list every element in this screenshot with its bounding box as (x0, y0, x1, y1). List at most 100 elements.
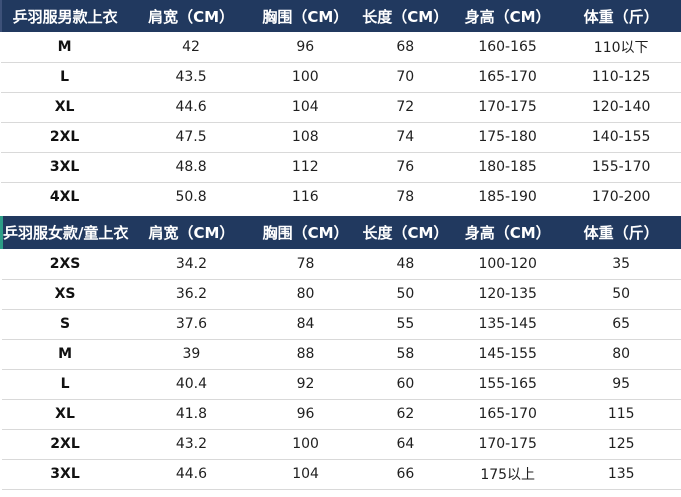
size-label: S (1, 309, 129, 340)
size-label: 2XL (1, 429, 129, 460)
column-header: 胸围（CM） (254, 216, 357, 249)
column-header: 长度（CM） (356, 216, 455, 249)
size-label: L (1, 62, 129, 93)
value-cell: 47.5 (128, 122, 254, 153)
value-cell: 42 (128, 32, 254, 63)
value-cell: 50 (356, 279, 455, 310)
value-cell: 36.2 (128, 279, 255, 310)
table-row: 2XL 43.2 100 64 170-175 125 (1, 429, 681, 460)
table-row: XL 44.6 104 72 170-175 120-140 (1, 92, 681, 123)
header-row: 乒羽服男款上衣 肩宽（CM） 胸围（CM） 长度（CM） 身高（CM） 体重（斤） (0, 0, 681, 32)
size-label: 4XL (1, 182, 129, 212)
value-cell: 43.2 (128, 429, 255, 460)
value-cell: 100 (253, 62, 357, 93)
value-cell: 155-170 (561, 152, 681, 183)
value-cell: 78 (254, 249, 357, 280)
size-label: L (1, 369, 129, 400)
size-label: 2XL (1, 122, 129, 153)
value-cell: 41.8 (128, 399, 255, 430)
value-cell: 70 (356, 62, 454, 93)
value-cell: 39 (128, 339, 255, 370)
value-cell: 116 (253, 182, 357, 212)
value-cell: 135-145 (454, 309, 562, 340)
size-label: XL (1, 92, 129, 123)
table-row: 4XL 50.8 116 78 185-190 170-200 (1, 182, 681, 212)
value-cell: 104 (254, 459, 357, 490)
table-row: 2XL 47.5 108 74 175-180 140-155 (1, 122, 681, 153)
size-label: 2XS (1, 249, 129, 280)
value-cell: 145-155 (454, 339, 562, 370)
size-label: XL (1, 399, 129, 430)
value-cell: 112 (253, 152, 357, 183)
value-cell: 60 (356, 369, 455, 400)
size-label: M (1, 32, 129, 63)
value-cell: 80 (254, 279, 357, 310)
value-cell: 104 (253, 92, 357, 123)
value-cell: 48 (356, 249, 455, 280)
table-row: 3XL 48.8 112 76 180-185 155-170 (1, 152, 681, 183)
value-cell: 160-165 (453, 32, 562, 63)
value-cell: 65 (561, 309, 681, 340)
value-cell: 165-170 (454, 399, 562, 430)
value-cell: 35 (561, 249, 681, 280)
women-table-header: 乒羽服女款/童上衣 肩宽（CM） 胸围（CM） 长度（CM） 身高（CM） 体重（斤） (0, 216, 681, 249)
value-cell: 58 (356, 339, 455, 370)
value-cell: 170-200 (561, 182, 681, 212)
value-cell: 100 (254, 429, 357, 460)
value-cell: 175-180 (453, 122, 562, 153)
value-cell: 72 (356, 92, 454, 123)
value-cell: 135 (561, 459, 681, 490)
women-table-body: 2XS 34.2 78 48 100-120 35 XS 36.2 80 50 120-135 50 S… (1, 249, 681, 490)
value-cell: 55 (356, 309, 455, 340)
table-row: M 42 96 68 160-165 110以下 (1, 32, 681, 63)
value-cell: 68 (356, 32, 454, 63)
table-row: 2XS 34.2 78 48 100-120 35 (1, 249, 681, 280)
size-label: XS (1, 279, 129, 310)
value-cell: 78 (356, 182, 454, 212)
value-cell: 66 (356, 459, 455, 490)
size-label: 3XL (1, 152, 129, 183)
value-cell: 44.6 (128, 459, 255, 490)
size-label: 3XL (1, 459, 129, 490)
value-cell: 125 (561, 429, 681, 460)
value-cell: 100-120 (454, 249, 562, 280)
table-row: M 39 88 58 145-155 80 (1, 339, 681, 370)
value-cell: 96 (253, 32, 357, 63)
value-cell: 88 (254, 339, 357, 370)
column-header: 胸围（CM） (253, 0, 357, 32)
table-row: 3XL 44.6 104 66 175以上 135 (1, 459, 681, 490)
men-size-chart-table: 乒羽服男款上衣 肩宽（CM） 胸围（CM） 长度（CM） 身高（CM） 体重（斤） M 42… (0, 0, 681, 212)
value-cell: 76 (356, 152, 454, 183)
value-cell: 180-185 (453, 152, 562, 183)
value-cell: 43.5 (128, 62, 254, 93)
value-cell: 34.2 (128, 249, 255, 280)
value-cell: 185-190 (453, 182, 562, 212)
value-cell: 175以上 (454, 459, 562, 490)
column-header: 体重（斤） (561, 216, 681, 249)
value-cell: 96 (254, 399, 357, 430)
value-cell: 140-155 (561, 122, 681, 153)
value-cell: 48.8 (128, 152, 254, 183)
value-cell: 62 (356, 399, 455, 430)
value-cell: 170-175 (454, 429, 562, 460)
value-cell: 64 (356, 429, 455, 460)
value-cell: 50.8 (128, 182, 254, 212)
men-table-body: M 42 96 68 160-165 110以下 L 43.5 100 70 165-170 110-… (1, 32, 681, 212)
value-cell: 92 (254, 369, 357, 400)
column-header: 体重（斤） (561, 0, 681, 32)
table-row: S 37.6 84 55 135-145 65 (1, 309, 681, 340)
value-cell: 37.6 (128, 309, 255, 340)
value-cell: 50 (561, 279, 681, 310)
value-cell: 84 (254, 309, 357, 340)
value-cell: 95 (561, 369, 681, 400)
value-cell: 110以下 (561, 32, 681, 63)
column-header: 肩宽（CM） (128, 0, 254, 32)
value-cell: 120-135 (454, 279, 562, 310)
table-row: L 43.5 100 70 165-170 110-125 (1, 62, 681, 93)
column-header: 长度（CM） (356, 0, 454, 32)
value-cell: 120-140 (561, 92, 681, 123)
value-cell: 110-125 (561, 62, 681, 93)
value-cell: 44.6 (128, 92, 254, 123)
column-header: 肩宽（CM） (128, 216, 255, 249)
table-row: XS 36.2 80 50 120-135 50 (1, 279, 681, 310)
